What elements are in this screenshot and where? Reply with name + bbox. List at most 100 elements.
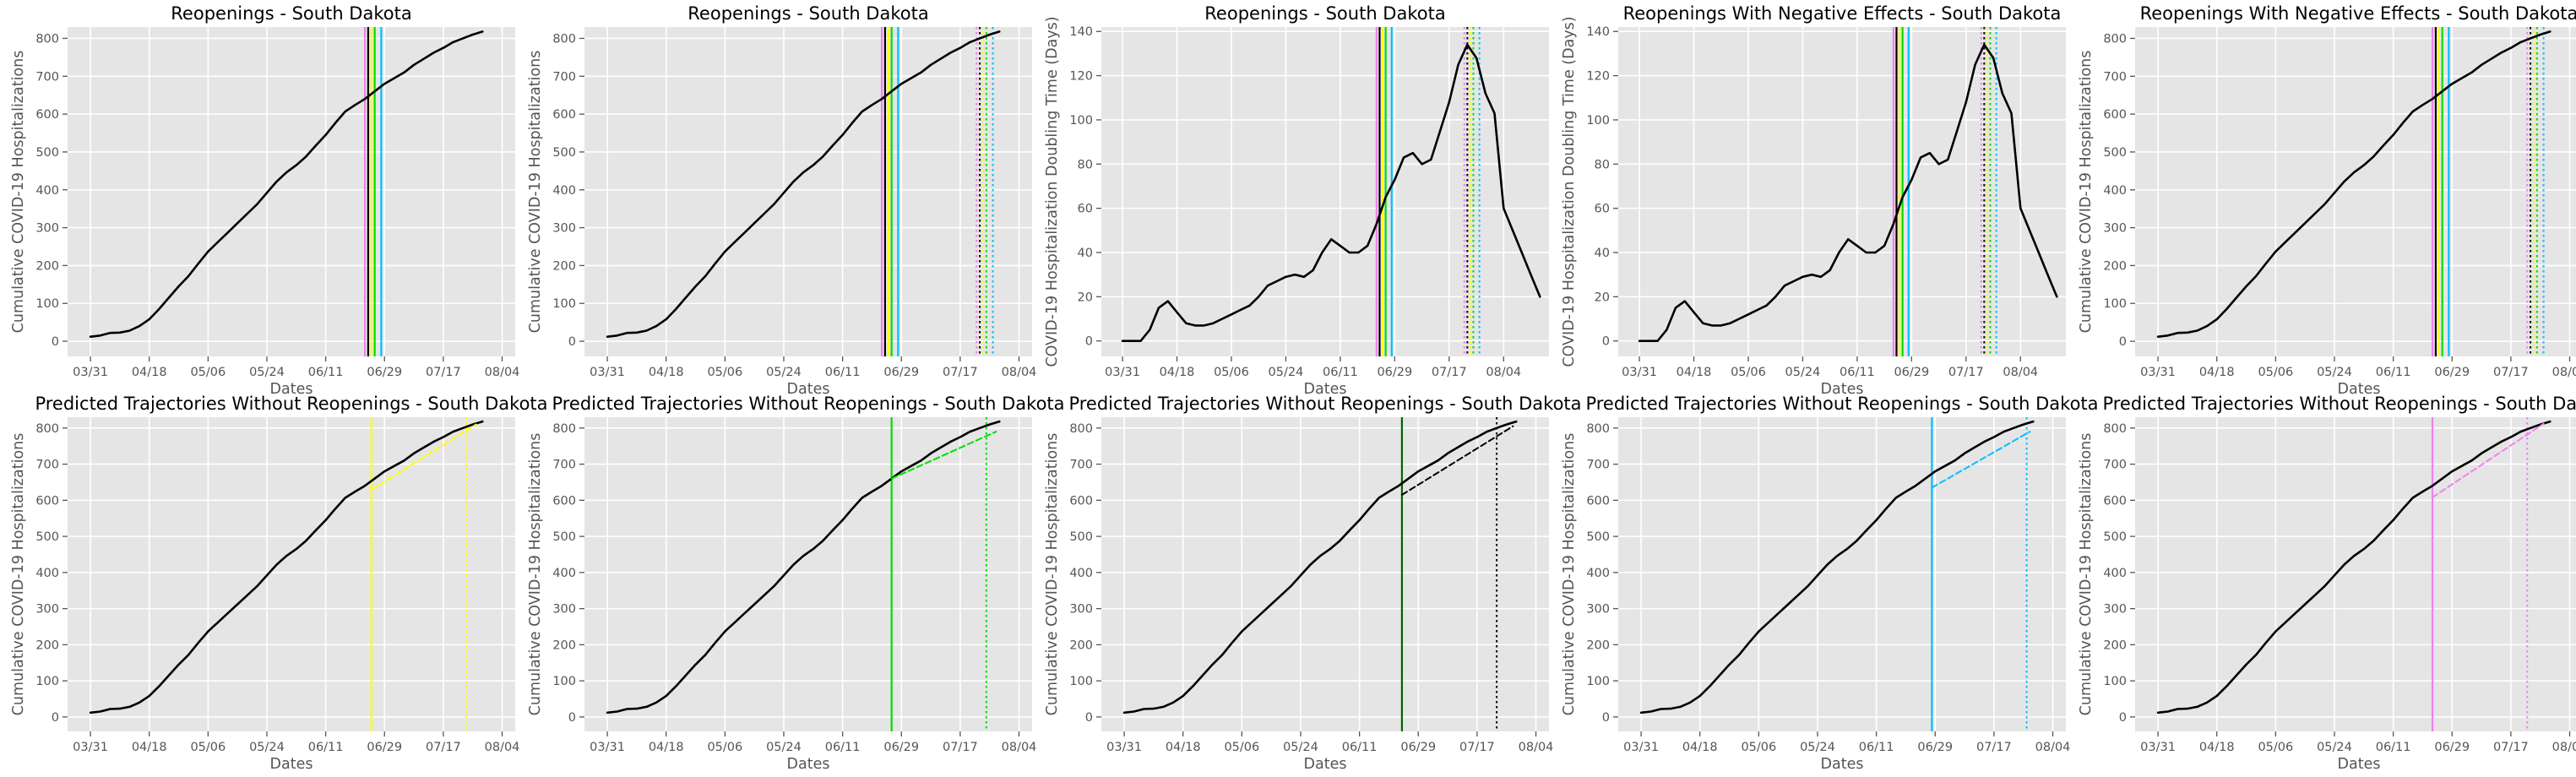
x-tick-label: 05/06	[190, 366, 226, 379]
plot-area	[584, 417, 1032, 731]
y-tick-label: 800	[1069, 422, 1093, 436]
y-tick-label: 400	[35, 184, 59, 198]
y-tick-label: 200	[35, 638, 59, 652]
y-tick-label: 400	[35, 567, 59, 580]
y-tick-label: 400	[1586, 567, 1610, 580]
x-tick-label: 06/29	[1894, 366, 1929, 379]
x-tick-label: 06/29	[1400, 741, 1436, 754]
x-tick-label: 03/31	[2140, 741, 2176, 754]
x-axis-label: Dates	[270, 756, 313, 773]
y-axis-label: Cumulative COVID-19 Hospitalizations	[1044, 433, 1061, 716]
y-tick-label: 200	[552, 638, 576, 652]
y-tick-label: 20	[1595, 291, 1610, 304]
y-tick-label: 0	[52, 711, 59, 725]
y-axis-label: Cumulative COVID-19 Hospitalizations	[527, 433, 544, 716]
y-tick-label: 500	[2103, 146, 2127, 160]
y-axis-label: Cumulative COVID-19 Hospitalizations	[2078, 433, 2095, 716]
series-line	[2156, 420, 2552, 715]
y-tick-label: 600	[35, 494, 59, 508]
y-tick-label: 60	[1078, 203, 1093, 216]
y-tick-label: 100	[1069, 114, 1093, 128]
y-tick-label: 400	[552, 567, 576, 580]
y-tick-label: 300	[552, 603, 576, 617]
y-tick-label: 700	[2103, 70, 2127, 84]
y-tick-label: 300	[552, 222, 576, 236]
chart-title: Predicted Trajectories Without Reopening…	[1068, 394, 1581, 414]
x-tick-label: 05/24	[766, 366, 802, 379]
x-tick-label: 06/29	[883, 741, 919, 754]
x-tick-label: 07/17	[1948, 366, 1984, 379]
y-tick-label: 500	[35, 530, 59, 544]
x-tick-label: 06/11	[308, 741, 344, 754]
chart-title: Predicted Trajectories Without Reopening…	[35, 394, 547, 414]
x-tick-label: 03/31	[1105, 366, 1140, 379]
chart-panel: 03/31 04/18 05/06 05/24 06/11 06/29 07/17 08/04…	[10, 3, 519, 398]
y-tick-label: 500	[1586, 530, 1610, 544]
x-tick-label: 06/11	[1840, 366, 1875, 379]
x-axis-label: Dates	[270, 381, 313, 398]
series-line	[89, 30, 484, 339]
x-tick-label: 05/24	[249, 366, 285, 379]
y-tick-label: 100	[1069, 675, 1093, 688]
x-tick-label: 07/17	[426, 366, 461, 379]
y-tick-label: 400	[1069, 567, 1093, 580]
x-tick-label: 03/31	[590, 741, 625, 754]
x-tick-label: 05/06	[1731, 366, 1766, 379]
y-axis-label: COVID-19 Hospitalization Doubling Time (…	[1561, 16, 1578, 367]
series-line	[2156, 30, 2552, 339]
x-tick-label: 05/24	[766, 741, 802, 754]
x-tick-label: 05/06	[2258, 741, 2293, 754]
chart-panel: 03/31 04/18 05/06 05/24 06/11 06/29 07/17 08/04…	[1561, 394, 2099, 773]
x-tick-label: 07/17	[2493, 366, 2529, 379]
y-tick-label: 0	[1085, 335, 1093, 349]
x-tick-label: 06/29	[1917, 741, 1953, 754]
y-tick-label: 800	[552, 422, 576, 436]
y-tick-label: 700	[1586, 459, 1610, 472]
x-tick-label: 05/24	[1800, 741, 1835, 754]
y-tick-label: 0	[2119, 335, 2127, 349]
x-tick-label: 03/31	[1623, 741, 1659, 754]
y-tick-label: 20	[1078, 291, 1093, 304]
y-tick-label: 200	[1586, 638, 1610, 652]
x-tick-label: 03/31	[73, 366, 108, 379]
x-tick-label: 06/11	[825, 366, 861, 379]
y-tick-label: 200	[552, 259, 576, 273]
chart-title: Predicted Trajectories Without Reopening…	[552, 394, 1064, 414]
y-axis-label: Cumulative COVID-19 Hospitalizations	[10, 51, 27, 334]
x-tick-label: 04/18	[2199, 741, 2235, 754]
plot-area	[2135, 417, 2576, 731]
y-tick-label: 0	[1602, 711, 1610, 725]
x-tick-label: 07/17	[1976, 741, 2012, 754]
y-tick-label: 100	[552, 297, 576, 311]
x-tick-label: 05/06	[1224, 741, 1259, 754]
y-tick-label: 120	[1586, 70, 1610, 84]
chart-panel: 03/31 04/18 05/06 05/24 06/11 06/29 07/17 08/04…	[1044, 3, 1549, 398]
y-tick-label: 0	[1085, 711, 1093, 725]
x-tick-label: 03/31	[1622, 366, 1657, 379]
x-tick-label: 05/24	[2317, 366, 2352, 379]
chart-panel: 03/31 04/18 05/06 05/24 06/11 06/29 07/17 08/04…	[1044, 394, 1582, 773]
y-tick-label: 800	[35, 32, 59, 46]
plot-area	[68, 27, 515, 356]
plot-area	[1101, 417, 1549, 731]
y-tick-label: 200	[35, 259, 59, 273]
y-tick-label: 700	[35, 70, 59, 84]
y-tick-label: 800	[1586, 422, 1610, 436]
y-tick-label: 140	[1586, 25, 1610, 39]
x-tick-label: 08/04	[1486, 366, 1521, 379]
y-tick-label: 700	[1069, 459, 1093, 472]
x-tick-label: 07/17	[2493, 741, 2529, 754]
series-line	[606, 420, 1001, 715]
chart-panel: 03/31 04/18 05/06 05/24 06/11 06/29 07/17 08/04…	[527, 394, 1065, 773]
chart-panel: 03/31 04/18 05/06 05/24 06/11 06/29 07/17 08/04…	[2078, 394, 2576, 773]
y-tick-label: 800	[35, 422, 59, 436]
chart-panel: 03/31 04/18 05/06 05/24 06/11 06/29 07/17 08/04…	[10, 394, 548, 773]
x-axis-label: Dates	[787, 756, 830, 773]
predicted-series-line	[370, 423, 477, 491]
chart-title: Reopenings With Negative Effects - South…	[2140, 3, 2576, 24]
y-tick-label: 600	[35, 108, 59, 122]
x-tick-label: 05/24	[1785, 366, 1821, 379]
x-tick-label: 06/11	[2376, 366, 2411, 379]
x-tick-label: 06/11	[1342, 741, 1378, 754]
y-tick-label: 0	[52, 335, 59, 349]
